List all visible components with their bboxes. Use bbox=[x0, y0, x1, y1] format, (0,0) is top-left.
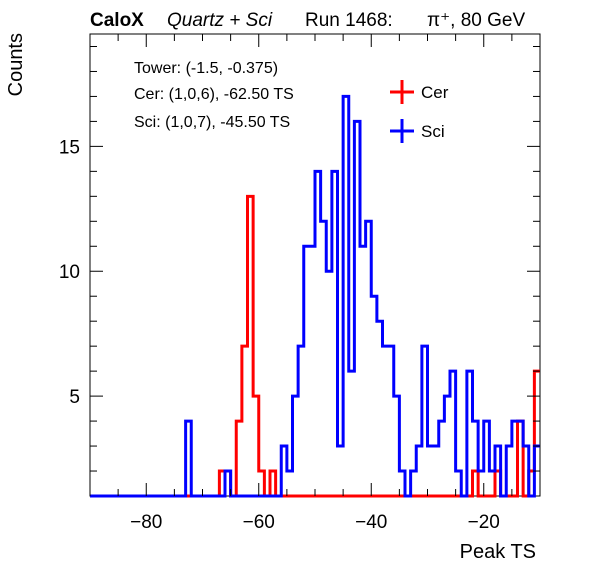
plot-frame bbox=[89, 33, 541, 497]
axis-layer: −80 −60 −40 −20 5 10 15 bbox=[59, 34, 541, 533]
y-tick-label: 5 bbox=[69, 387, 80, 408]
x-tick-label: −20 bbox=[468, 512, 500, 533]
x-tick-label: −40 bbox=[355, 512, 387, 533]
legend-marker-cer bbox=[390, 80, 414, 104]
legend-label-cer: Cer bbox=[421, 83, 449, 102]
y-axis-label: Counts bbox=[5, 33, 27, 96]
x-tick-label: −80 bbox=[130, 512, 162, 533]
legend: Cer Sci bbox=[390, 80, 449, 143]
legend-marker-sci bbox=[390, 119, 414, 143]
info-tower: Tower: (-1.5, -0.375) bbox=[134, 60, 278, 77]
title-brand: CaloX bbox=[90, 10, 144, 31]
histogram-series-sci bbox=[90, 94, 540, 498]
title-detector: Quartz + Sci bbox=[167, 10, 273, 31]
legend-label-sci: Sci bbox=[421, 122, 445, 141]
series-layer bbox=[90, 94, 540, 498]
title-particle: π⁺, 80 GeV bbox=[427, 10, 525, 31]
y-tick-label: 15 bbox=[59, 137, 80, 158]
title-run: Run 1468: bbox=[305, 10, 393, 31]
x-tick-label: −60 bbox=[243, 512, 275, 533]
x-axis-label: Peak TS bbox=[460, 541, 536, 563]
info-cer: Cer: (1,0,6), -62.50 TS bbox=[134, 86, 294, 103]
y-tick-label: 10 bbox=[59, 262, 80, 283]
info-sci: Sci: (1,0,7), -45.50 TS bbox=[134, 114, 290, 131]
